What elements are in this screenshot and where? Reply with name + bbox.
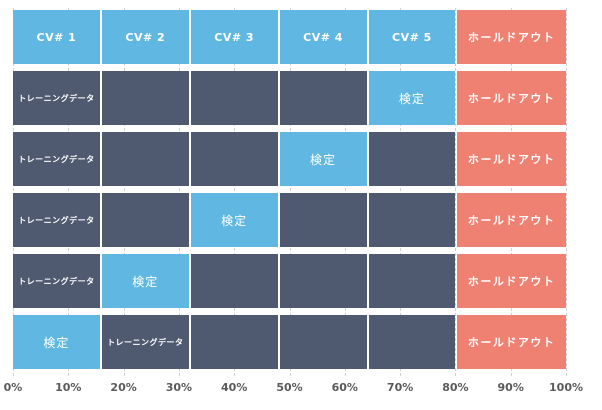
training-data-cell	[190, 71, 278, 125]
validation-cell-label: 検定	[221, 213, 248, 228]
holdout-cell: ホールドアウト	[457, 10, 566, 64]
partition-row-fold-2: トレーニングデータ 検定 ホールドアウト	[13, 132, 566, 186]
holdout-cell: ホールドアウト	[457, 254, 566, 308]
cv-fold-header-cell-label: CV# 3	[214, 30, 255, 44]
training-data-cell	[279, 254, 367, 308]
training-data-cell-label: トレーニングデータ	[18, 215, 95, 225]
gridline	[13, 8, 14, 376]
gridline	[178, 8, 180, 376]
cv-fold-header-cell-label: CV# 2	[125, 30, 166, 44]
cv-fold-header-cell-label: CV# 1	[36, 30, 77, 44]
training-data-cell	[368, 132, 456, 186]
holdout-cell: ホールドアウト	[457, 71, 566, 125]
cv-fold-header-cell: CV# 4	[279, 10, 367, 64]
validation-cell-label: 検定	[43, 335, 70, 350]
training-data-cell	[279, 71, 367, 125]
training-data-cell-label: トレーニングデータ	[18, 154, 95, 164]
x-axis-tick-label: 0%	[3, 381, 23, 394]
training-data-cell-label: トレーニングデータ	[18, 276, 95, 286]
gridline	[455, 8, 457, 376]
x-axis-tick-label: 20%	[110, 381, 137, 394]
gridline	[289, 8, 291, 376]
validation-cell-label: 検定	[132, 274, 159, 289]
validation-cell: 検定	[279, 132, 367, 186]
training-data-cell	[279, 315, 367, 369]
training-data-cell	[101, 71, 189, 125]
training-data-cell-label: トレーニングデータ	[107, 337, 184, 347]
gridline	[234, 8, 236, 376]
holdout-cell: ホールドアウト	[457, 132, 566, 186]
gridline	[344, 8, 346, 376]
x-axis-tick-label: 50%	[276, 381, 303, 394]
training-data-cell	[279, 193, 367, 247]
training-data-cell	[101, 193, 189, 247]
training-data-cell: トレーニングデータ	[13, 132, 100, 186]
holdout-cell-label: ホールドアウト	[467, 153, 556, 166]
x-axis-tick-label: 40%	[221, 381, 248, 394]
x-axis-tick-label: 30%	[165, 381, 193, 394]
training-data-cell	[101, 132, 189, 186]
validation-cell: 検定	[368, 71, 456, 125]
cv-fold-header-cell: CV# 2	[101, 10, 189, 64]
training-data-cell	[190, 315, 278, 369]
gridline	[68, 8, 70, 376]
x-axis: 0% 10% 20% 30% 40% 50% 60% 70% 80% 90% 100%	[4, 381, 583, 397]
gridline	[123, 8, 125, 376]
holdout-cell-label: ホールドアウト	[467, 275, 556, 288]
x-axis-tick-label: 60%	[331, 381, 358, 394]
training-data-cell: トレーニングデータ	[13, 193, 100, 247]
x-axis-tick-label: 80%	[442, 381, 469, 394]
training-data-cell	[368, 254, 456, 308]
cv-fold-header-cell-label: CV# 4	[303, 30, 343, 44]
partition-row-fold-1: トレーニングデータ 検定 ホールドアウト	[13, 71, 566, 125]
validation-cell: 検定	[190, 193, 278, 247]
gridlines	[13, 8, 567, 376]
gridline	[566, 8, 567, 376]
validation-cell: 検定	[13, 315, 100, 369]
cv-fold-header-cell-label: CV# 5	[392, 30, 432, 44]
holdout-cell-label: ホールドアウト	[467, 31, 556, 44]
training-data-cell	[190, 254, 278, 308]
training-data-cell	[190, 132, 278, 186]
holdout-cell-label: ホールドアウト	[467, 92, 556, 105]
gridline	[400, 8, 402, 376]
gridline	[510, 8, 512, 376]
holdout-cell: ホールドアウト	[457, 193, 566, 247]
partition-row-cv-header: CV# 1 CV# 2 CV# 3 CV# 4 CV# 5 ホールドアウト	[13, 10, 566, 64]
x-axis-tick-label: 70%	[386, 381, 414, 394]
partition-row-fold-4: トレーニングデータ 検定 ホールドアウト	[13, 254, 566, 308]
cv-fold-header-cell: CV# 1	[13, 10, 100, 64]
holdout-cell: ホールドアウト	[457, 315, 566, 369]
holdout-cell-label: ホールドアウト	[467, 214, 556, 227]
validation-cell-label: 検定	[398, 91, 425, 106]
training-data-cell: トレーニングデータ	[13, 71, 100, 125]
partition-rows: CV# 1 CV# 2 CV# 3 CV# 4 CV# 5 ホールドアウト トレーニングデー…	[13, 10, 566, 369]
x-axis-tick-label: 90%	[497, 381, 524, 394]
partition-row-fold-5: 検定 トレーニングデータ ホールドアウト	[13, 315, 566, 369]
cv-fold-header-cell: CV# 5	[368, 10, 456, 64]
training-data-cell: トレーニングデータ	[101, 315, 189, 369]
cv-fold-header-cell: CV# 3	[190, 10, 278, 64]
validation-cell-label: 検定	[310, 152, 337, 167]
validation-cell: 検定	[101, 254, 189, 308]
training-data-cell: トレーニングデータ	[13, 254, 100, 308]
x-axis-tick-label: 100%	[549, 381, 583, 394]
training-data-cell	[368, 315, 456, 369]
partition-row-fold-3: トレーニングデータ 検定 ホールドアウト	[13, 193, 566, 247]
holdout-cell-label: ホールドアウト	[467, 336, 556, 349]
x-axis-tick-label: 10%	[55, 381, 82, 394]
training-data-cell-label: トレーニングデータ	[18, 93, 95, 103]
training-data-cell	[368, 193, 456, 247]
